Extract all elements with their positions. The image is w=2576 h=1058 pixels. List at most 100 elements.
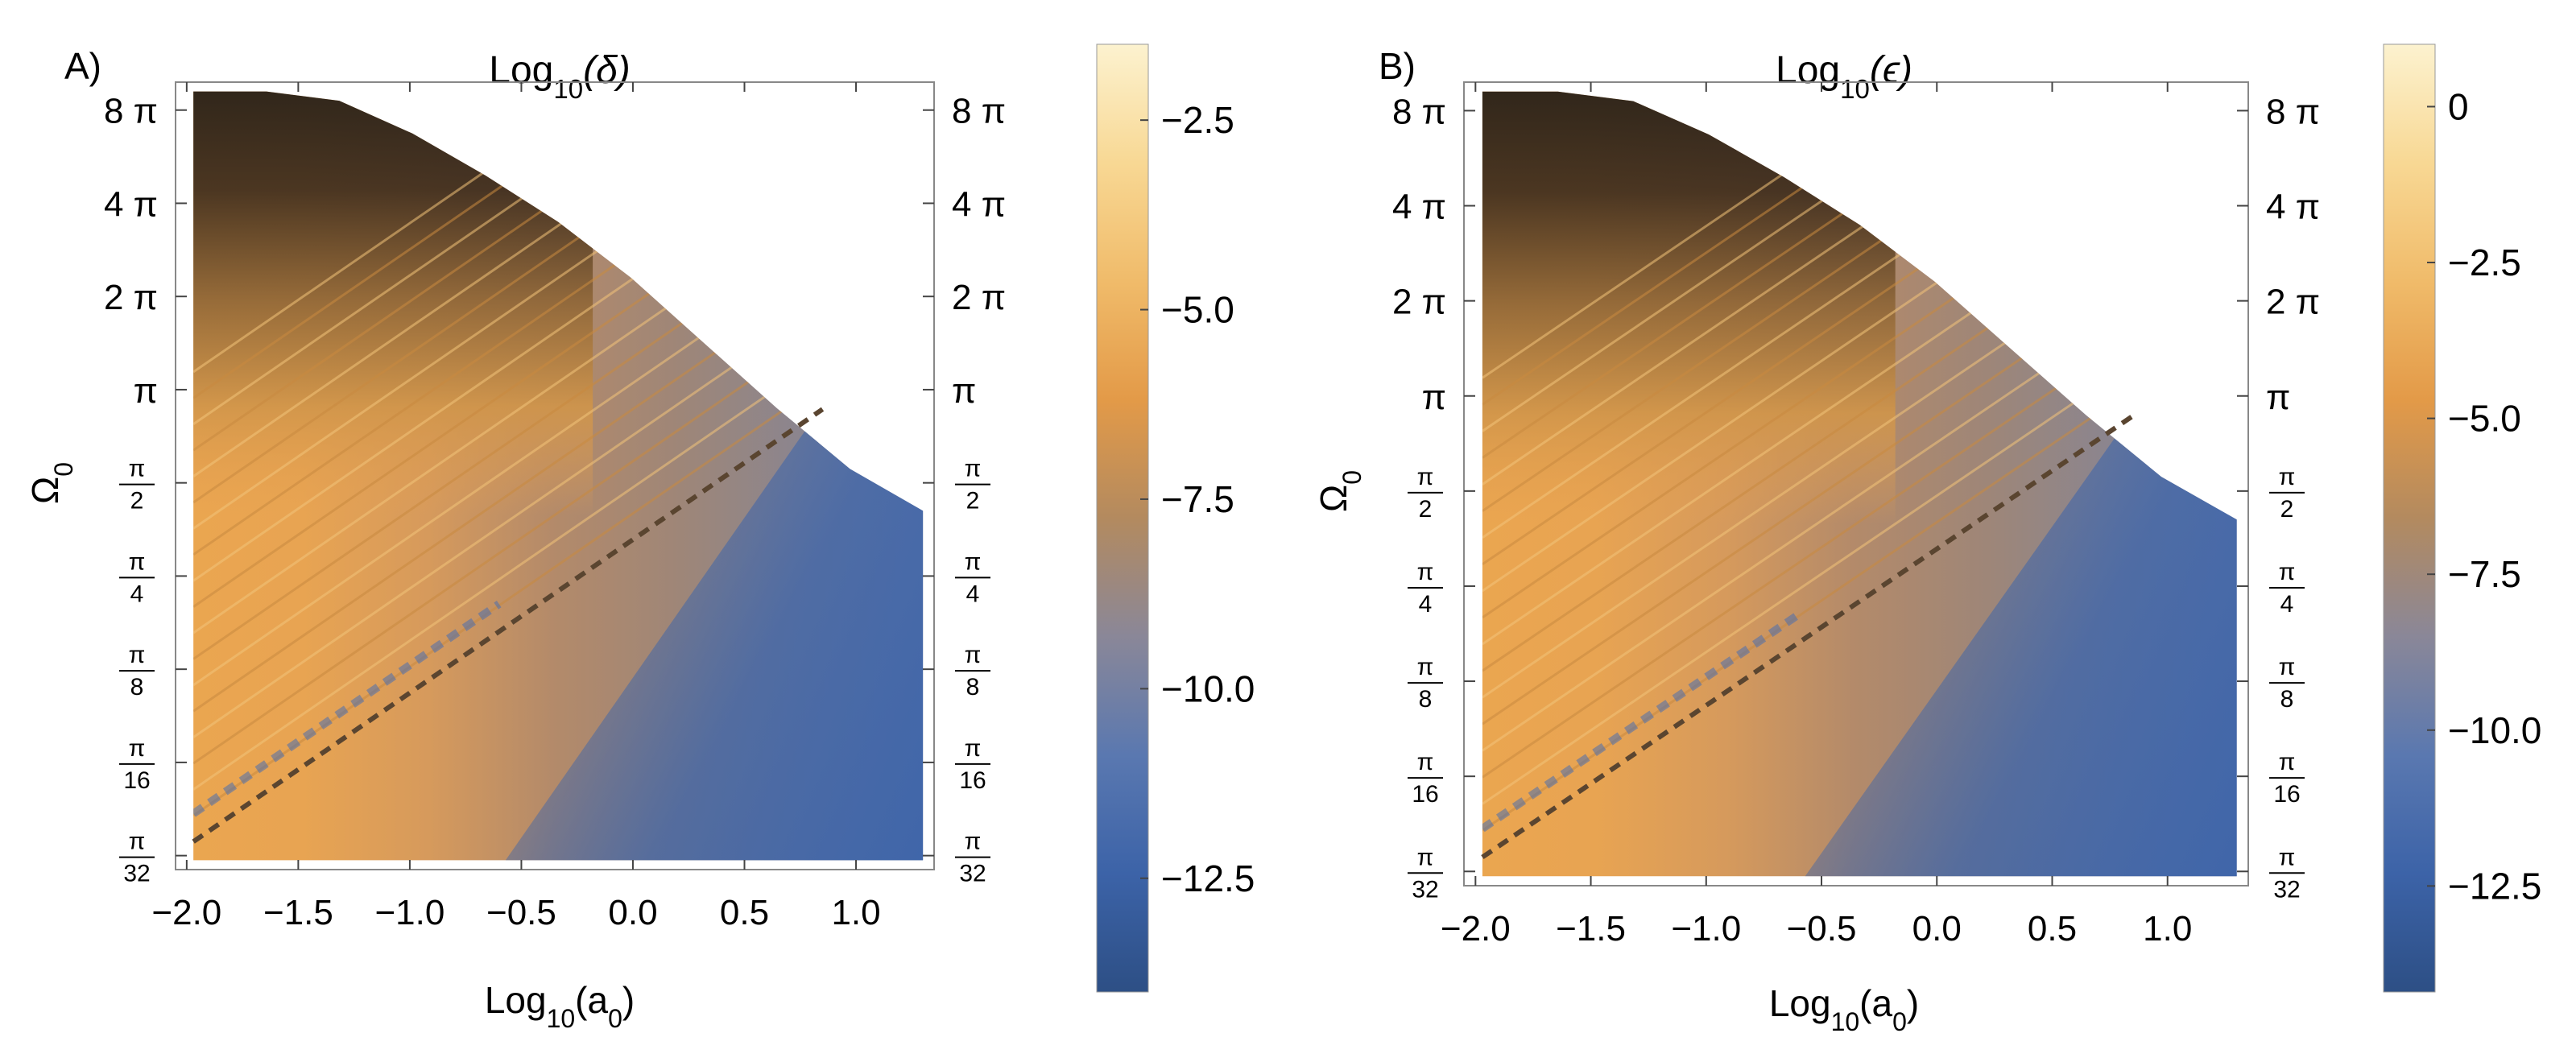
y-tick-label-numerator: π	[129, 548, 146, 575]
x-tick-label: −1.5	[263, 893, 333, 932]
y-tick-label-denominator: 16	[1412, 781, 1438, 808]
colorbar-tick-label: −7.5	[2448, 553, 2521, 595]
resonance-fringe	[1482, 335, 2134, 779]
colorbar-tick-label: −12.5	[1161, 858, 1255, 899]
y-tick-label-denominator: 2	[2280, 496, 2294, 523]
colorbar-tick-label: −10.0	[1161, 667, 1255, 709]
y-tick-label: 2 π	[952, 278, 1006, 317]
colorbar-tick-label: −10.0	[2448, 709, 2541, 751]
y-tick-label-denominator: 8	[2280, 686, 2294, 713]
y-tick-label: 2 π	[2266, 283, 2320, 322]
low-value-region	[1798, 91, 2237, 877]
low-value-region	[498, 91, 924, 861]
y-tick-label-numerator: π	[129, 735, 146, 762]
y-tick-label-numerator: π	[1417, 464, 1434, 490]
y-tick-label-denominator: 16	[959, 767, 986, 794]
plot-frame	[1463, 81, 2249, 886]
y-axis-title: Ω0	[24, 462, 78, 504]
colorbar-tick-label: −5.0	[2448, 398, 2521, 440]
chart-title: Log10(ϵ)	[1776, 49, 1912, 104]
y-tick-label-numerator: π	[129, 642, 146, 668]
y-tick-label-numerator: π	[2279, 844, 2296, 870]
y-tick-label: π	[134, 371, 158, 411]
x-tick-label: −1.0	[374, 893, 444, 932]
colorbar-tick-label: −5.0	[1161, 289, 1234, 331]
y-axis-title: Ω0	[1313, 470, 1367, 512]
y-tick-label: 2 π	[1392, 283, 1446, 322]
resonance-fringe	[1482, 91, 2134, 432]
y-tick-label: 8 π	[2266, 92, 2320, 131]
minimum-band	[1482, 611, 1801, 833]
colorbar: −12.5 −10.0 −7.5 −5.0 −2.5	[1096, 43, 1255, 993]
colorbar-gradient	[2383, 43, 2436, 993]
resonance-fringe	[193, 91, 824, 452]
panel-letter: B)	[1379, 45, 1416, 87]
colorbar-tick-label: −2.5	[1161, 99, 1234, 141]
y-tick-label-denominator: 8	[130, 674, 144, 701]
y-tick-label-numerator: π	[2279, 464, 2296, 490]
y-tick-label-numerator: π	[1417, 749, 1434, 775]
y-tick-label: 8 π	[1392, 92, 1446, 131]
y-tick-label-denominator: 4	[130, 581, 144, 607]
plot-area: −2.0 −1.5 −1.0 −0.5 0.0 0.5 1.0 π 32 π 32 π 16 π 16 π 8 π…	[1392, 81, 2320, 948]
panel-a: A) Log10(δ) Log10(a0) Ω0 −2.0 −1.5 −1.0 −0.…	[24, 43, 1255, 1033]
dashed-reference-line	[1481, 414, 2135, 860]
x-tick-label: −1.5	[1556, 909, 1626, 948]
y-tick-label: π	[952, 371, 976, 411]
heatmap-region	[193, 91, 924, 861]
y-tick-label-denominator: 32	[959, 861, 986, 887]
x-tick-label: 1.0	[831, 893, 880, 932]
y-tick-label: 8 π	[952, 92, 1006, 131]
y-tick-label: 4 π	[1392, 188, 1446, 227]
y-tick-label-numerator: π	[1417, 559, 1434, 585]
x-tick-label: −2.0	[151, 893, 221, 932]
y-tick-label-numerator: π	[2279, 559, 2296, 585]
y-tick-label-denominator: 4	[2280, 591, 2294, 618]
y-tick-label-denominator: 2	[130, 488, 144, 515]
colorbar-tick-label: 0	[2448, 85, 2469, 127]
y-tick-label-numerator: π	[965, 548, 982, 575]
x-axis-title: Log10(a0)	[1769, 982, 1919, 1036]
y-tick-label-numerator: π	[2279, 654, 2296, 680]
x-tick-label: 0.5	[720, 893, 769, 932]
y-tick-label-denominator: 4	[1419, 591, 1433, 618]
x-axis-title: Log10(a0)	[485, 979, 635, 1033]
colorbar-tick-label: −12.5	[2448, 865, 2541, 907]
y-tick-label-denominator: 8	[1419, 686, 1433, 713]
y-tick-label: π	[1422, 378, 1446, 417]
colorbar-tick-label: −2.5	[2448, 242, 2521, 283]
resonance-fringe	[193, 304, 824, 738]
colorbar: −12.5 −10.0 −7.5 −5.0 −2.5 0	[2383, 43, 2541, 993]
y-tick-label-numerator: π	[965, 829, 982, 855]
x-tick-label: 0.0	[1912, 909, 1962, 948]
resonance-fringe	[1482, 362, 2134, 805]
y-tick-label-numerator: π	[965, 642, 982, 668]
x-tick-label: 0.0	[608, 893, 657, 932]
y-tick-label-numerator: π	[129, 829, 146, 855]
heatmap-region	[1482, 91, 2237, 877]
colorbar-gradient	[1096, 43, 1149, 993]
y-tick-label: 4 π	[952, 184, 1006, 224]
y-tick-label: 8 π	[104, 92, 158, 131]
resonance-fringe	[193, 91, 824, 426]
y-tick-label-numerator: π	[965, 735, 982, 762]
x-tick-label: 1.0	[2143, 909, 2192, 948]
panel-letter: A)	[64, 45, 101, 87]
x-tick-label: −1.0	[1671, 909, 1741, 948]
y-tick-label-numerator: π	[1417, 654, 1434, 680]
plot-frame	[175, 81, 935, 870]
y-tick-label-numerator: π	[1417, 844, 1434, 870]
y-tick-label-denominator: 32	[2273, 876, 2300, 903]
y-tick-label-numerator: π	[129, 456, 146, 482]
resonance-fringe	[1482, 308, 2134, 752]
chart-title: Log10(δ)	[489, 49, 630, 104]
x-tick-label: −2.0	[1441, 909, 1511, 948]
x-tick-label: −0.5	[486, 893, 556, 932]
resonance-fringe	[193, 329, 824, 765]
resonance-fringe	[1482, 388, 2134, 832]
y-tick-label-denominator: 2	[966, 488, 980, 515]
colorbar-tick-label: −7.5	[1161, 478, 1234, 520]
y-tick-label-numerator: π	[2279, 749, 2296, 775]
resonance-fringe	[193, 356, 824, 791]
